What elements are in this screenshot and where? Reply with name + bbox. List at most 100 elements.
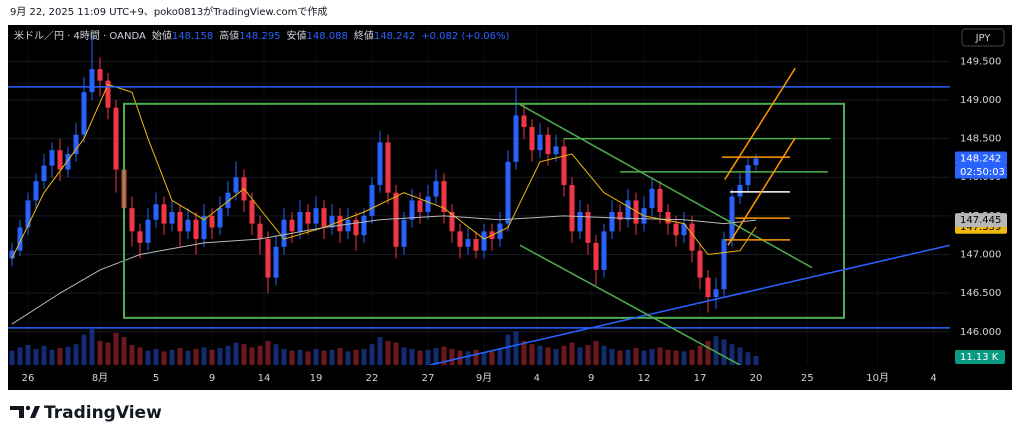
volume-bar bbox=[201, 347, 207, 365]
volume-bar bbox=[41, 345, 47, 365]
volume-bar bbox=[145, 350, 151, 365]
x-tick-label: 26 bbox=[22, 373, 35, 384]
candle-body bbox=[617, 212, 623, 220]
header-part: 終値 bbox=[354, 29, 374, 42]
volume-bar bbox=[153, 349, 159, 365]
x-tick-label: 19 bbox=[310, 373, 323, 384]
volume-bar bbox=[81, 334, 87, 365]
candle-body bbox=[737, 184, 743, 197]
candle-body bbox=[409, 200, 415, 220]
volume-bar bbox=[329, 349, 335, 365]
candle-body bbox=[745, 165, 751, 185]
candle-body bbox=[649, 188, 655, 209]
x-tick-label: 17 bbox=[694, 373, 707, 384]
candle-body bbox=[449, 212, 455, 232]
caption: 9月 22, 2025 11:09 UTC+9、poko0813がTrading… bbox=[10, 5, 327, 18]
volume-bar bbox=[657, 347, 663, 365]
y-tick-label: 146.000 bbox=[960, 327, 1001, 338]
brand-name: TradingView bbox=[44, 403, 162, 423]
volume-bar bbox=[633, 348, 639, 365]
volume-bar bbox=[17, 347, 23, 365]
candle-body bbox=[689, 223, 695, 251]
y-tick-label: 147.000 bbox=[960, 250, 1001, 261]
x-tick-label: 9月 bbox=[476, 372, 492, 384]
candle-body bbox=[273, 246, 279, 278]
volume-bar bbox=[409, 349, 415, 365]
candle-body bbox=[73, 134, 79, 155]
price-badge-label: 148.242 bbox=[960, 154, 1001, 165]
candle-body bbox=[705, 277, 711, 297]
volume-bar bbox=[609, 349, 615, 365]
candle-body bbox=[633, 200, 639, 224]
currency-box[interactable] bbox=[961, 28, 1005, 47]
candle-body bbox=[177, 212, 183, 232]
candle-body bbox=[585, 212, 591, 243]
volume-bar bbox=[321, 350, 327, 365]
candle-body bbox=[545, 134, 551, 155]
candle-body bbox=[81, 92, 87, 135]
volume-bar bbox=[753, 356, 759, 365]
volume-bar bbox=[665, 349, 671, 365]
volume-bar bbox=[25, 345, 31, 365]
candle-body bbox=[321, 208, 327, 228]
candle-body bbox=[201, 215, 207, 240]
x-tick-label: 20 bbox=[750, 373, 763, 384]
volume-bar bbox=[601, 345, 607, 365]
candle-body bbox=[505, 161, 511, 224]
volume-bar bbox=[649, 349, 655, 365]
volume-bar bbox=[337, 348, 343, 365]
volume-bar bbox=[249, 347, 255, 365]
candle-body bbox=[353, 219, 359, 236]
candle-body bbox=[457, 231, 463, 247]
candle-body bbox=[425, 196, 431, 212]
volume-bar bbox=[417, 350, 423, 365]
volume-bar bbox=[673, 350, 679, 365]
volume-bar bbox=[177, 348, 183, 365]
header-part: 148.088 bbox=[307, 31, 348, 42]
candle-body bbox=[49, 150, 55, 166]
candle-body bbox=[473, 239, 479, 251]
currency[interactable]: JPY bbox=[975, 33, 992, 44]
price-badge-label: 147.445 bbox=[960, 215, 1001, 226]
volume-bar bbox=[65, 346, 71, 365]
x-tick-label: 10月 bbox=[866, 372, 889, 384]
candle-body bbox=[41, 165, 47, 182]
x-tick-label: 4 bbox=[534, 373, 540, 384]
candle-body bbox=[289, 219, 295, 232]
candle-body bbox=[377, 142, 383, 185]
volume-bar bbox=[425, 349, 431, 365]
volume-bar bbox=[281, 349, 287, 365]
y-tick-label: 149.000 bbox=[960, 95, 1001, 106]
candle-body bbox=[593, 242, 599, 270]
candle-body bbox=[113, 107, 119, 170]
candle-body bbox=[233, 177, 239, 193]
x-tick-label: 14 bbox=[258, 373, 271, 384]
candle-body bbox=[713, 289, 719, 297]
countdown: 02:50:03 bbox=[960, 167, 1005, 178]
volume-bar bbox=[257, 345, 263, 365]
header-part: 高値 bbox=[219, 29, 239, 42]
volume-bar bbox=[377, 337, 383, 365]
moving-average bbox=[11, 215, 757, 325]
candle-body bbox=[297, 212, 303, 232]
volume-bar bbox=[361, 349, 367, 365]
volume-bar bbox=[521, 341, 527, 365]
volume-bar bbox=[585, 345, 591, 365]
countdown-badge bbox=[955, 165, 1007, 179]
candle-body bbox=[601, 231, 607, 270]
candle-body bbox=[33, 181, 39, 201]
moving-average bbox=[11, 83, 757, 259]
volume-bar bbox=[617, 350, 623, 365]
volume-bar bbox=[473, 349, 479, 365]
symbol-header: 米ドル／円 · 4時間 · OANDA 始値148.158 高値148.295 安値1… bbox=[14, 29, 509, 42]
candle-body bbox=[161, 204, 167, 224]
candle-body bbox=[433, 181, 439, 197]
price-badge-label: 147.359 bbox=[960, 222, 1001, 233]
x-tick-label: 8月 bbox=[92, 372, 108, 384]
price-badge bbox=[955, 213, 1007, 228]
volume-bar bbox=[401, 347, 407, 365]
price-badge bbox=[955, 151, 1007, 166]
candle-body bbox=[137, 231, 143, 243]
candle-body bbox=[657, 188, 663, 212]
